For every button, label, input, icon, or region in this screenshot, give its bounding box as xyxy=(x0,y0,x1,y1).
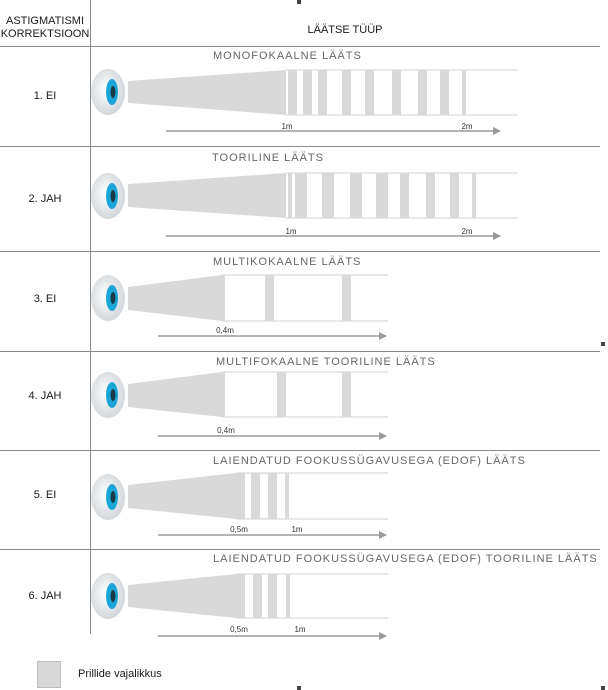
eye-icon xyxy=(91,69,125,115)
row-label-6: 6. JAH xyxy=(28,590,62,602)
row-divider-3 xyxy=(0,351,600,352)
row-1-graphic: 1m 2m xyxy=(91,69,518,135)
focus-stripe xyxy=(288,70,297,115)
focus-stripe xyxy=(342,372,351,417)
focus-stripe xyxy=(295,173,307,218)
focus-stripe xyxy=(440,70,449,115)
focus-stripe xyxy=(236,574,245,618)
focus-stripe xyxy=(288,173,292,218)
lens-title-5: LAIENDATUD FOOKUSSÜGAVUSEGA (EDOF) LÄÄTS xyxy=(213,455,526,467)
focus-stripe xyxy=(222,372,225,417)
focus-stripe xyxy=(342,70,351,115)
lens-title-2: TOORILINE LÄÄTS xyxy=(212,152,324,164)
row-2-graphic: 1m 2m xyxy=(91,172,518,240)
eye-icon xyxy=(91,372,125,418)
vision-cone xyxy=(128,473,236,519)
tick-label-0-4m: 0,4m xyxy=(216,326,234,335)
legend-swatch xyxy=(37,661,61,688)
lens-title-1: MONOFOKAALNE LÄÄTS xyxy=(213,50,362,62)
focus-stripe xyxy=(268,574,277,618)
row-6-graphic: 0,5m 1m xyxy=(91,573,388,640)
row-4-graphic: 0,4m xyxy=(91,371,388,440)
focus-stripe xyxy=(472,173,476,218)
row-label-3: 3. EI xyxy=(33,293,57,305)
header-rule xyxy=(0,46,600,47)
column-header-astigmatism: ASTIGMATISMI KORREKTSIOON xyxy=(0,15,90,41)
tick-label-1m: 1m xyxy=(281,122,292,131)
vision-cone xyxy=(128,173,286,218)
row-divider-1 xyxy=(0,146,600,147)
row-divider-4 xyxy=(0,450,600,451)
focus-stripe xyxy=(253,574,262,618)
lens-title-3: MULTIKOKAALNE LÄÄTS xyxy=(213,256,362,268)
row-5-graphic: 0,5m 1m xyxy=(91,472,388,539)
header-line-1: ASTIGMATISMI xyxy=(5,15,85,27)
focus-stripe xyxy=(251,473,260,519)
row-divider-5 xyxy=(0,549,600,550)
focus-stripe xyxy=(318,70,327,115)
focus-stripe xyxy=(222,275,225,321)
legend-label: Prillide vajalikkus xyxy=(78,668,162,680)
focus-stripe xyxy=(400,173,409,218)
focus-stripe xyxy=(265,275,274,321)
lens-title-4: MULTIFOKAALNE TOORILINE LÄÄTS xyxy=(216,356,436,368)
focus-stripe xyxy=(268,473,277,519)
focus-stripe xyxy=(322,173,334,218)
eye-icon xyxy=(91,573,125,619)
row-divider-2 xyxy=(0,251,600,252)
focus-stripe xyxy=(342,275,351,321)
focus-stripe xyxy=(286,574,290,618)
eye-icon xyxy=(91,474,125,520)
eye-icon xyxy=(91,173,125,219)
eye-icon xyxy=(91,275,125,321)
header-line-2: KORREKTSIOON xyxy=(0,28,90,40)
frame-handle-top xyxy=(297,0,301,4)
focus-stripe xyxy=(277,372,286,417)
focus-stripe xyxy=(418,70,427,115)
row-label-4: 4. JAH xyxy=(28,390,62,402)
focus-stripe xyxy=(462,70,466,115)
vision-cone xyxy=(128,372,222,417)
frame-handle-corner xyxy=(601,686,605,690)
tick-label-2m: 2m xyxy=(461,227,472,236)
focus-stripe xyxy=(350,173,362,218)
vision-cone xyxy=(128,574,236,618)
focus-stripe xyxy=(426,173,435,218)
focus-stripe xyxy=(303,70,312,115)
vision-cone xyxy=(128,70,286,115)
row-label-5: 5. EI xyxy=(33,489,57,501)
row-3-graphic: 0,4m xyxy=(91,274,388,340)
tick-label-2m: 2m xyxy=(461,122,472,131)
focus-stripe xyxy=(365,70,374,115)
focus-stripe xyxy=(236,473,245,519)
tick-label-0-4m: 0,4m xyxy=(217,426,235,435)
frame-handle-bottom xyxy=(297,686,301,690)
frame-handle-right xyxy=(601,342,605,346)
column-divider xyxy=(90,0,91,634)
focus-stripe xyxy=(450,173,459,218)
lens-title-6: LAIENDATUD FOOKUSSÜGAVUSEGA (EDOF) TOORI… xyxy=(213,553,598,565)
row-label-1: 1. EI xyxy=(33,90,57,102)
tick-label-0-5m: 0,5m xyxy=(230,525,248,534)
column-header-lens-type: LÄÄTSE TÜÜP xyxy=(307,24,383,36)
vision-cone xyxy=(128,275,222,321)
focus-stripe xyxy=(376,173,388,218)
tick-label-1m: 1m xyxy=(291,525,302,534)
tick-label-1m: 1m xyxy=(294,625,305,634)
row-label-2: 2. JAH xyxy=(28,193,62,205)
tick-label-1m: 1m xyxy=(285,227,296,236)
tick-label-0-5m: 0,5m xyxy=(230,625,248,634)
focus-stripe xyxy=(392,70,401,115)
focus-stripe xyxy=(285,473,289,519)
